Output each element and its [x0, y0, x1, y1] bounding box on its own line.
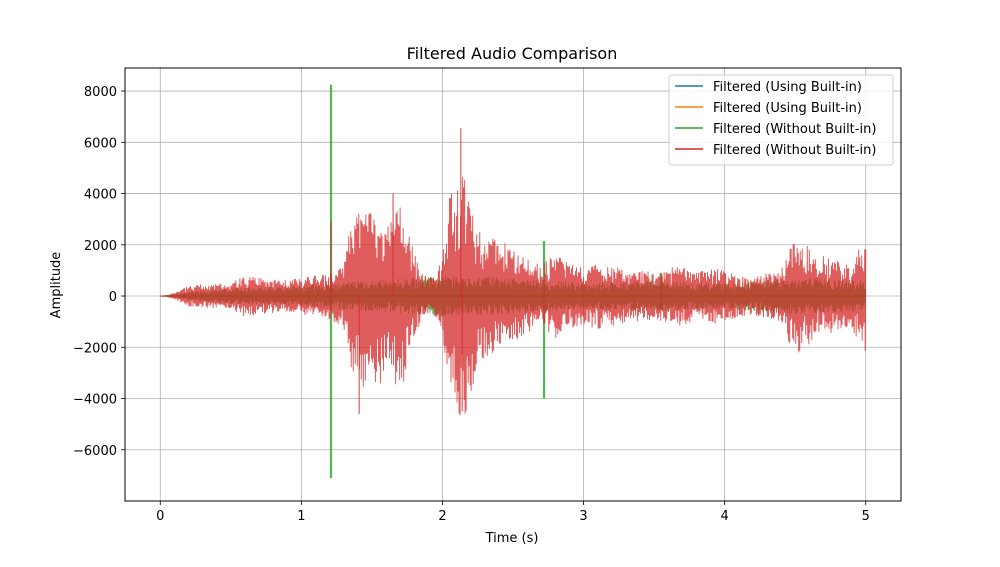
y-tick-label: 8000: [84, 85, 117, 100]
y-tick-label: 2000: [84, 239, 117, 254]
y-tick-label: −4000: [73, 393, 117, 408]
legend-entry-label: Filtered (Using Built-in): [713, 80, 862, 95]
y-tick-label: −6000: [73, 444, 117, 459]
x-axis-label: Time (s): [485, 531, 539, 546]
y-tick-label: 4000: [84, 188, 117, 203]
y-tick-label: −2000: [73, 341, 117, 356]
ticks: 0 1 2 3 4 5 −6000 −4000 −2000 0 2000 4000 6000 8000: [73, 85, 870, 524]
legend-box: [668, 74, 894, 166]
y-axis-label: Amplitude: [49, 252, 64, 319]
y-tick-label: 6000: [84, 136, 117, 151]
x-tick-label: 0: [156, 509, 164, 524]
y-tick-label: 0: [109, 290, 117, 305]
plot-frame: [124, 67, 902, 502]
series-3: [160, 128, 867, 416]
x-tick-label: 5: [862, 509, 870, 524]
x-tick-label: 2: [438, 509, 446, 524]
chart-title: Filtered Audio Comparison: [407, 44, 618, 63]
x-tick-label: 3: [579, 509, 587, 524]
series-layer: [160, 84, 867, 478]
series-line: [160, 176, 867, 416]
legend-entry-label: Filtered (Without Built-in): [713, 122, 876, 137]
x-tick-label: 1: [297, 509, 305, 524]
x-tick-label: 4: [720, 509, 728, 524]
legend: Filtered (Using Built-in) Filtered (Using…: [668, 74, 894, 166]
legend-entry-label: Filtered (Without Built-in): [713, 143, 876, 158]
legend-entry-label: Filtered (Using Built-in): [713, 101, 862, 116]
